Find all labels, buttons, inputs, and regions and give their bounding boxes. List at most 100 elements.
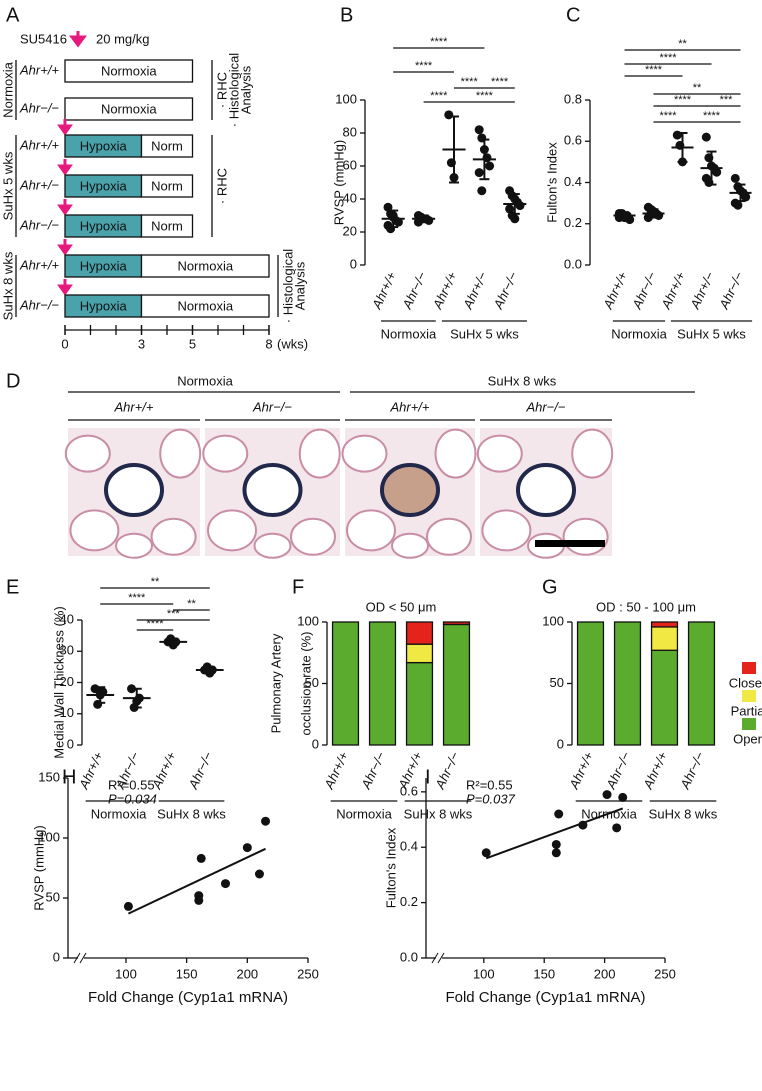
data-point [602,790,612,800]
significance-label: **** [476,90,494,102]
annotation: R²=0.55 [108,777,155,792]
phase-box [64,97,194,121]
timeline-label: 0 [61,336,68,351]
y-tick-label: 20 [343,223,357,238]
significance-label: **** [674,94,692,106]
category-label: Ahr+/− [687,269,718,312]
bar-segment [650,649,679,746]
category-label: Ahr+/− [460,269,491,312]
x-tick-label: 250 [654,966,676,981]
y-tick-label: 100 [297,613,319,628]
bar-segment [405,661,434,746]
vessel [104,463,164,517]
y-tick-label: 100 [38,829,60,844]
fit-line [485,807,624,860]
panel-label: E [6,576,19,598]
category-label: Ahr−/− [432,749,463,792]
phase-label: Normoxia [101,101,157,116]
bar-segment [650,621,679,628]
data-point [612,823,622,833]
data-point [551,839,561,849]
y-tick-label: 150 [38,769,60,784]
y-tick-label: 0.8 [564,91,582,106]
data-point [254,869,264,879]
significance-label: *** [167,608,181,620]
y-axis-label: Fulton's Index [544,142,559,223]
micrograph-genotype: Ahr+/+ [389,399,429,414]
y-axis-label: Fulton's Index [383,827,398,908]
alveolus [290,517,336,556]
significance-label: **** [128,592,146,604]
legend-label: Open [733,731,762,746]
alveolus [434,428,477,479]
category-label: Ahr−/− [603,749,634,792]
y-tick-label: 50 [550,675,564,690]
phase-label: Hypoxia [80,218,128,233]
chart-title: OD < 50 μm [366,599,437,614]
y-tick-label: 0.4 [564,174,582,189]
bar-segment [368,621,397,746]
significance-label: **** [491,76,509,88]
bar-segment [331,621,360,746]
phase-box [140,214,194,238]
significance-label: **** [415,60,433,72]
significance-label: *** [720,94,734,106]
annotation: P=0.034 [108,791,157,806]
scale-bar [535,540,605,547]
phase-box [140,294,270,318]
y-axis-label: RVSP (mmHg) [331,140,346,225]
y-tick-label: 50 [46,889,60,904]
category-label: Ahr+/+ [76,749,107,792]
phase-label: Norm [151,178,183,193]
group-label: SuHx 5 wks [450,326,519,341]
injection-arrow [57,239,73,256]
data-point [554,809,564,819]
axis-break [431,952,445,964]
y-tick-label: 0 [557,736,564,751]
readout: · Histological [226,53,241,128]
alveolus [481,509,532,552]
significance-label: ** [693,82,702,94]
y-axis-label: RVSP (mmHg) [31,825,46,910]
group-label: Normoxia [91,806,147,821]
data-point [733,200,743,210]
x-tick-label: 100 [115,966,137,981]
panel-label: D [6,370,20,392]
phase-label: Hypoxia [80,258,128,273]
micrograph-header: SuHx 8 wks [488,373,557,388]
y-axis-label: Pulmonary Artery [268,633,283,733]
category-label: Ahr+/+ [429,269,460,312]
y-tick-label: 50 [305,675,319,690]
readout: · RHC [214,72,229,108]
x-tick-label: 150 [176,966,198,981]
vessel [516,463,576,517]
y-tick-label: 0.2 [400,894,418,909]
group-name: SuHx 5 wks [0,151,15,220]
significance-label: **** [659,52,677,64]
x-tick-label: 150 [533,966,555,981]
group-label: SuHx 8 wks [649,806,718,821]
significance-label: **** [703,110,721,122]
group-label: SuHx 8 wks [404,806,473,821]
category-label: Ahr+/+ [640,749,671,792]
alveolus [253,532,292,559]
y-axis-label: Medial Wall Thickness (%) [51,606,66,758]
phase-box [140,174,194,198]
axis-break [73,952,87,964]
phase-label: Norm [151,218,183,233]
alveolus [391,532,429,559]
data-point [123,901,133,911]
group-label: SuHx 8 wks [157,806,226,821]
category-label: Ahr+/+ [369,269,400,312]
legend-swatch [742,662,756,674]
data-point [424,215,434,225]
y-tick-label: 0 [350,256,357,271]
y-tick-label: 40 [343,190,357,205]
phase-label: Hypoxia [80,298,128,313]
y-tick-label: 40 [60,611,74,626]
significance-label: **** [461,76,479,88]
panel-label: F [292,576,304,598]
bar-segment [405,621,434,645]
alveolus [64,434,111,473]
